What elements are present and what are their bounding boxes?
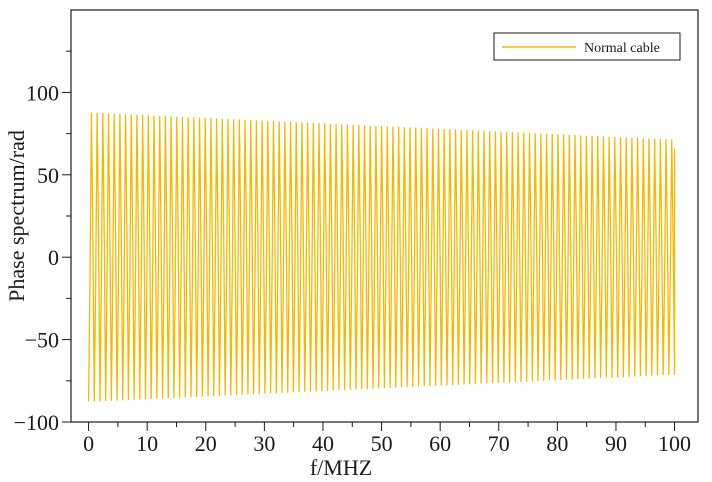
x-axis-ticks — [88, 422, 676, 431]
y-axis-tick-labels: −100 −50 0 50 100 — [14, 80, 59, 435]
x-tick-label: 10 — [136, 431, 158, 456]
x-tick-label: 70 — [488, 431, 510, 456]
y-axis-title: Phase spectrum/rad — [4, 130, 29, 302]
series-line-0 — [87, 112, 676, 402]
y-tick-label: 50 — [37, 163, 59, 188]
x-tick-label: 30 — [253, 431, 275, 456]
x-tick-label: 0 — [83, 431, 94, 456]
x-tick-label: 80 — [546, 431, 568, 456]
y-tick-label: −100 — [14, 410, 59, 435]
legend: Normal cable — [493, 32, 681, 61]
x-tick-label: 50 — [371, 431, 393, 456]
y-tick-label: 0 — [48, 245, 59, 270]
legend-label-normal-cable: Normal cable — [584, 41, 660, 56]
x-axis-title: f/MHZ — [310, 455, 372, 480]
x-tick-label: 40 — [312, 431, 334, 456]
y-tick-label: −50 — [25, 328, 59, 353]
x-tick-label: 20 — [195, 431, 217, 456]
x-axis-tick-labels: 0 10 20 30 40 50 60 70 80 90 100 — [83, 431, 691, 456]
y-tick-label: 100 — [26, 80, 59, 105]
x-tick-label: 100 — [658, 431, 691, 456]
x-tick-label: 60 — [429, 431, 451, 456]
y-axis-ticks — [62, 50, 71, 423]
x-tick-label: 90 — [605, 431, 627, 456]
